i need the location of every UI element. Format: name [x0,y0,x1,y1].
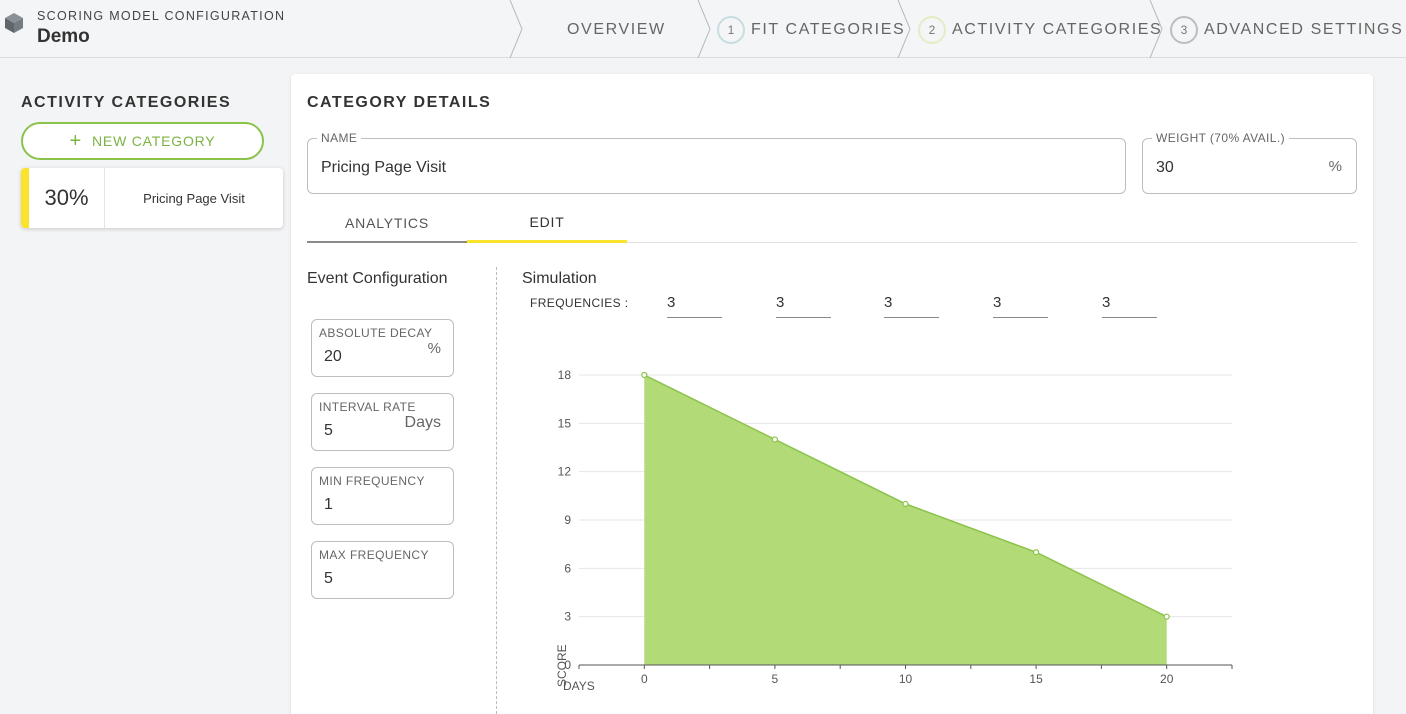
max-frequency-label: MAX FREQUENCY [319,548,429,562]
y-tick-label: 3 [564,610,571,624]
min-frequency-label: MIN FREQUENCY [319,474,425,488]
data-point [1163,613,1170,620]
x-tick-label: 10 [899,672,913,686]
min-frequency-field[interactable]: MIN FREQUENCY 1 [311,467,454,525]
frequency-input-4[interactable]: 3 [993,292,1048,318]
data-point [641,371,648,379]
data-point [902,500,909,507]
y-tick-label: 6 [564,561,571,575]
x-tick-label: 15 [1029,672,1043,686]
tab-edit[interactable]: EDIT [467,204,627,243]
interval-rate-field[interactable]: INTERVAL RATE 5 Days [311,393,454,451]
percent-suffix: % [427,340,441,357]
x-tick-label: 20 [1160,672,1174,686]
model-name: Demo [37,26,90,47]
days-suffix: Days [404,414,441,431]
event-configuration-heading: Event Configuration [307,270,448,287]
weight-field-value: 30 [1156,159,1174,176]
weight-field-label: WEIGHT (70% AVAIL.) [1152,131,1289,145]
category-details-heading: CATEGORY DETAILS [307,94,492,111]
step-overview[interactable]: OVERVIEW [567,19,666,41]
weight-field[interactable]: WEIGHT (70% AVAIL.) 30 % [1142,131,1357,194]
absolute-decay-label: ABSOLUTE DECAY [319,326,433,340]
frequency-input-2[interactable]: 3 [776,292,831,318]
new-category-button[interactable]: + NEW CATEGORY [21,122,264,160]
tab-analytics[interactable]: ANALYTICS [307,204,467,243]
frequencies-label: FREQUENCIES : [530,296,629,310]
breadcrumb-separators [509,0,1163,58]
max-frequency-value: 5 [324,570,333,587]
y-tick-label: 0 [564,658,571,672]
step-activity-categories[interactable]: 2 ACTIVITY CATEGORIES [918,15,1162,45]
category-details-panel: CATEGORY DETAILS NAME Pricing Page Visit… [291,74,1373,714]
y-axis-label: SCORE [555,644,569,687]
simulation-heading: Simulation [522,270,597,287]
step-number-badge: 1 [717,16,745,44]
x-tick-label: 0 [641,672,648,686]
frequency-input-1[interactable]: 3 [667,292,722,318]
step-fit-categories[interactable]: 1 FIT CATEGORIES [717,15,905,45]
min-frequency-value: 1 [324,496,333,513]
absolute-decay-field[interactable]: ABSOLUTE DECAY 20 % [311,319,454,377]
data-point [771,436,778,443]
y-tick-label: 12 [558,465,572,479]
top-header: SCORING MODEL CONFIGURATION Demo OVERVIE… [0,0,1406,58]
x-axis-label: DAYS [563,679,595,693]
x-tick-label: 5 [772,672,779,686]
name-field-value: Pricing Page Visit [321,159,447,176]
name-field-label: NAME [317,131,362,145]
score-area [644,375,1167,665]
percent-suffix: % [1328,158,1342,175]
step-number-badge: 3 [1170,16,1198,44]
details-tabs: ANALYTICS EDIT [307,204,1357,243]
frequency-input-3[interactable]: 3 [884,292,939,318]
step-advanced-settings[interactable]: 3 ADVANCED SETTINGS [1170,15,1403,45]
cube-logo-icon [5,13,23,33]
y-tick-label: 15 [558,416,572,430]
plus-icon: + [69,129,83,152]
step-label: OVERVIEW [567,21,666,38]
step-number-badge: 2 [918,16,946,44]
data-point [1032,549,1040,556]
interval-rate-label: INTERVAL RATE [319,400,416,414]
frequency-input-5[interactable]: 3 [1102,292,1157,318]
app-subtitle: SCORING MODEL CONFIGURATION [37,9,286,23]
category-name: Pricing Page Visit [143,190,245,206]
category-color-bar [21,168,29,228]
max-frequency-field[interactable]: MAX FREQUENCY 5 [311,541,454,599]
absolute-decay-value: 20 [324,348,342,365]
y-tick-label: 9 [564,513,571,527]
step-label: ADVANCED SETTINGS [1204,21,1404,38]
step-label: FIT CATEGORIES [751,21,906,38]
activity-categories-heading: ACTIVITY CATEGORIES [21,94,232,111]
y-tick-label: 18 [558,368,572,382]
category-card[interactable]: 30% Pricing Page Visit [21,168,283,228]
new-category-label: NEW CATEGORY [92,133,216,149]
section-divider [496,267,497,714]
interval-rate-value: 5 [324,422,333,439]
name-field[interactable]: NAME Pricing Page Visit [307,131,1126,194]
category-weight: 30% [29,168,105,228]
step-label: ACTIVITY CATEGORIES [952,21,1163,38]
